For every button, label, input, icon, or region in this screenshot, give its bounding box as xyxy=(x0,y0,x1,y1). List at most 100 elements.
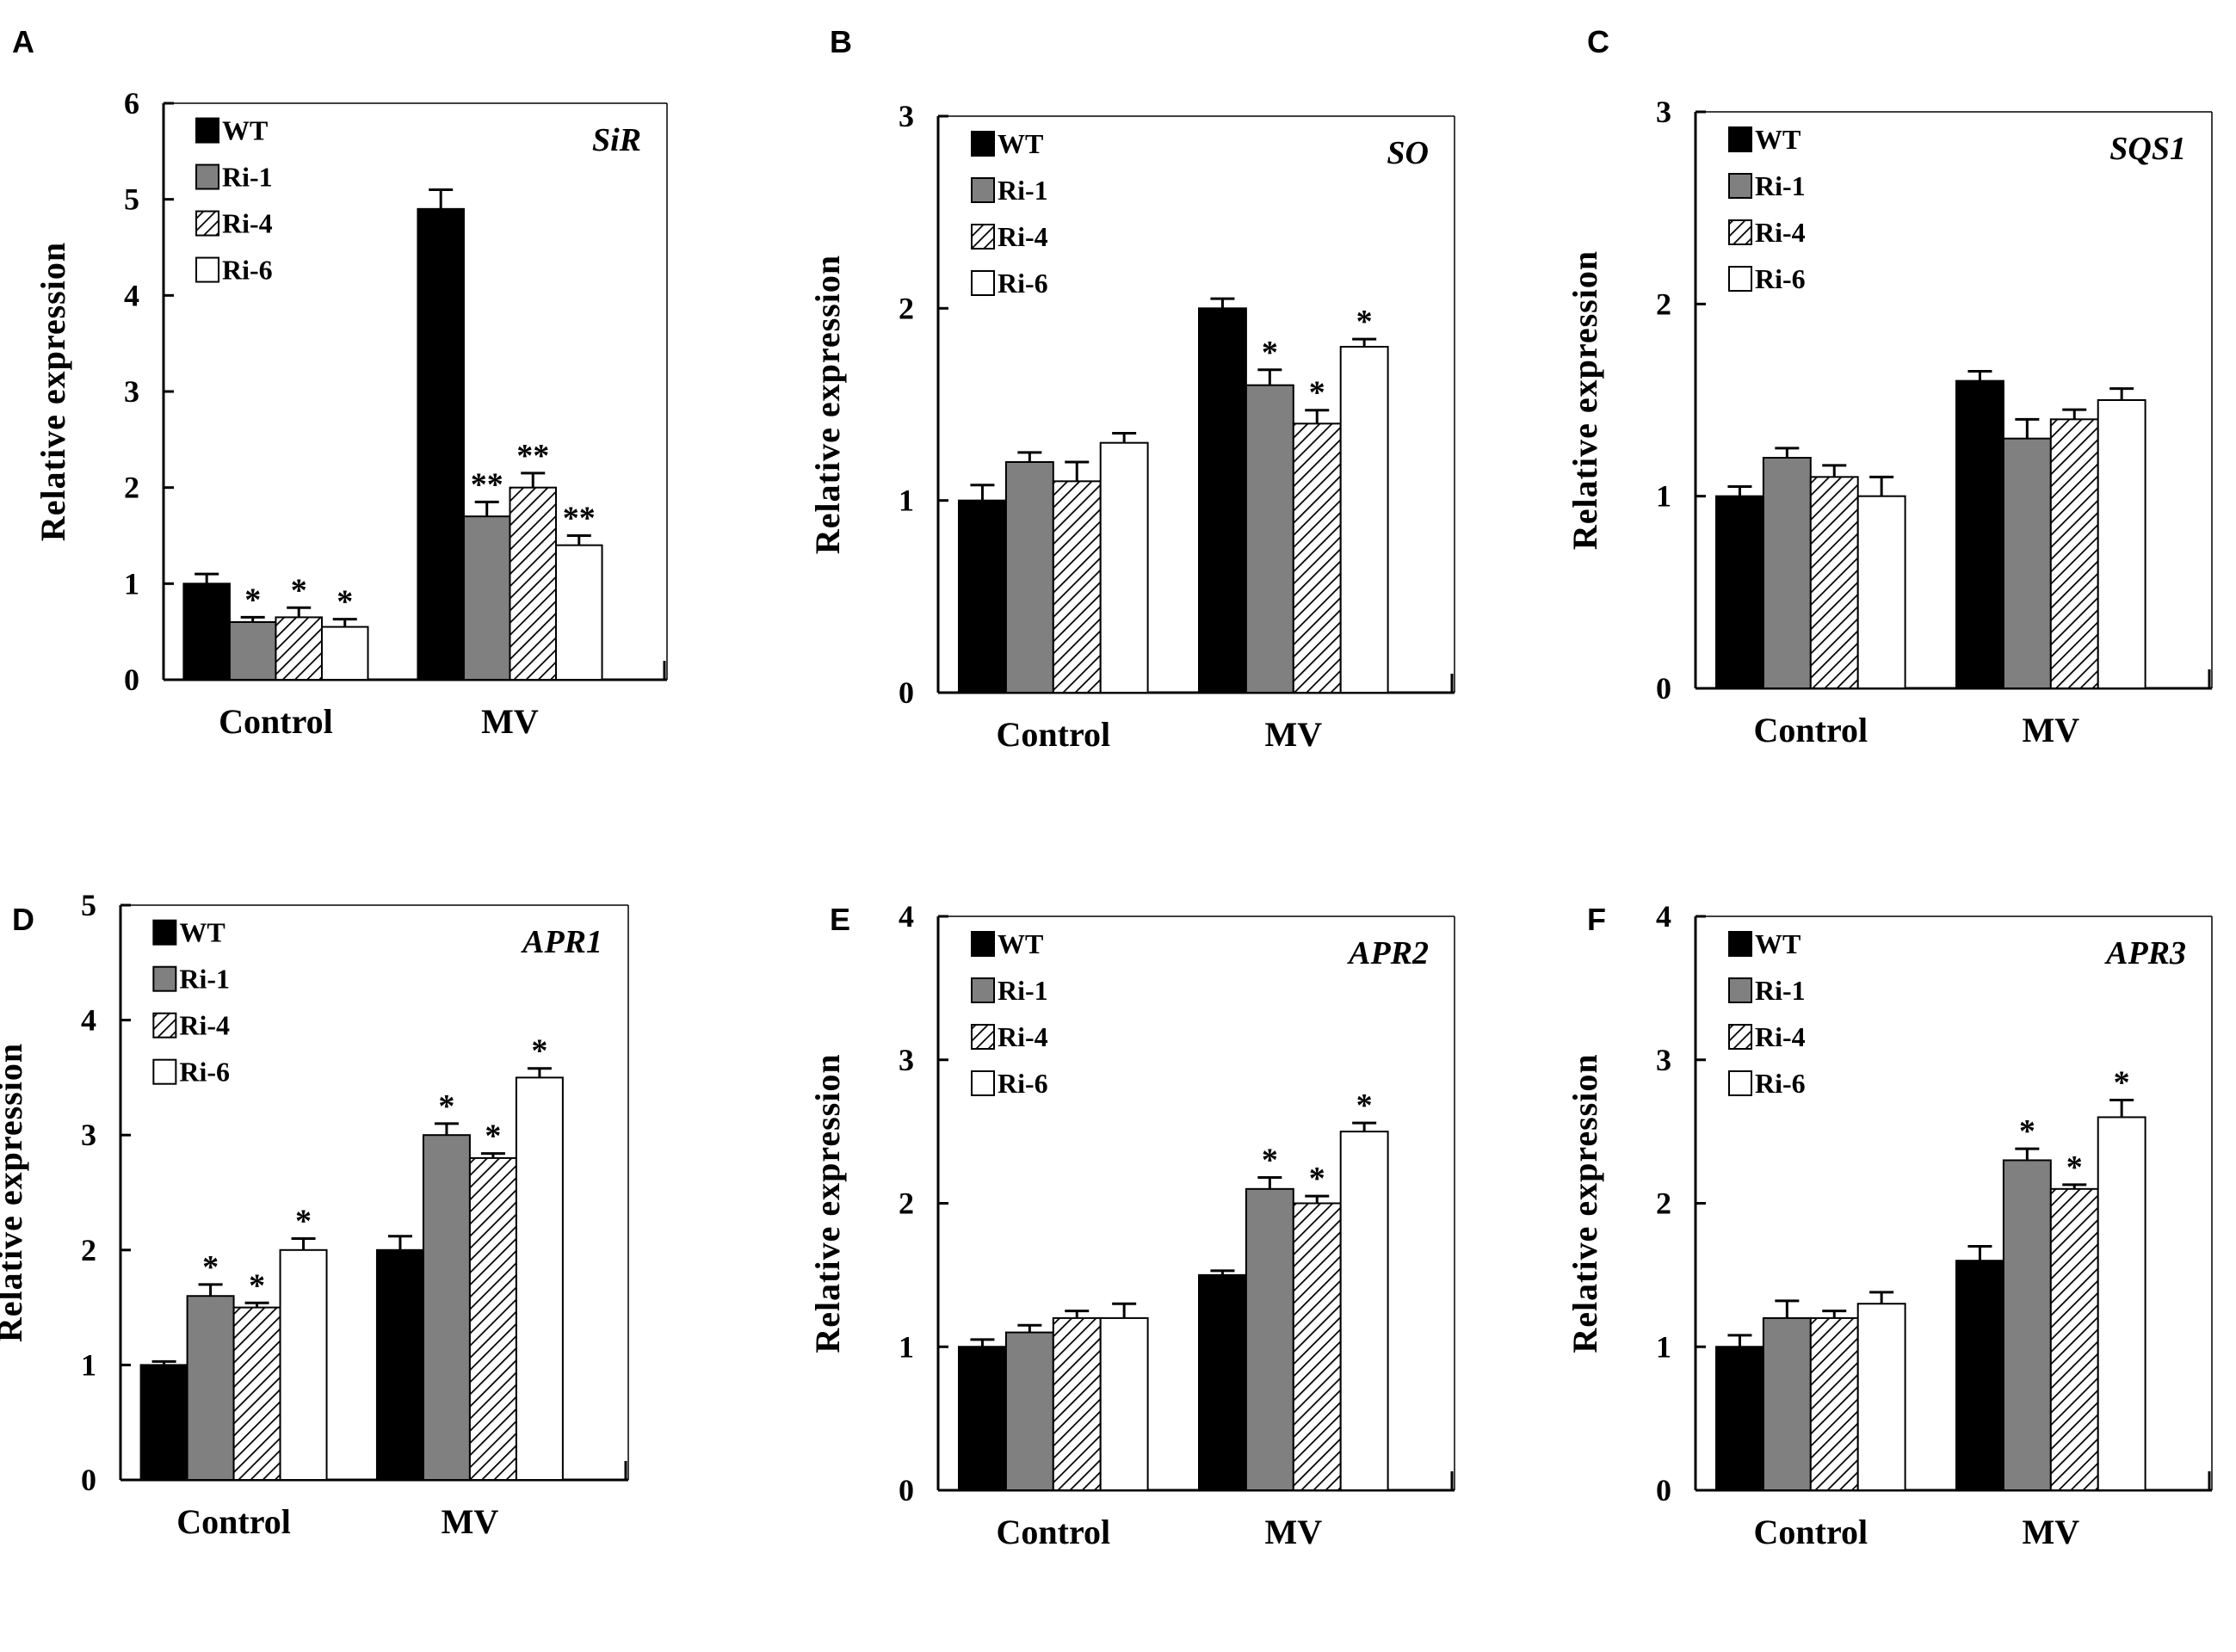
category-label: MV xyxy=(481,702,539,741)
legend-label: Ri-6 xyxy=(222,255,273,286)
significance-mark: * xyxy=(295,1203,312,1239)
bar-ri-1 xyxy=(1762,1316,1812,1491)
bar-ri-6 xyxy=(555,544,603,681)
bar-ri-4 xyxy=(1809,476,1859,689)
bar-wt xyxy=(1955,1260,2004,1491)
legend-label: Ri-4 xyxy=(222,208,273,239)
significance-mark: * xyxy=(1262,1142,1278,1178)
bar-ri-6 xyxy=(1856,1303,1906,1491)
bar-ri-6 xyxy=(2097,1116,2146,1491)
y-tick-label: 0 xyxy=(1656,1473,1671,1507)
legend-swatch-wt xyxy=(971,131,995,157)
gene-title: APR3 xyxy=(2104,935,2186,971)
legend-swatch-ri-6 xyxy=(195,256,220,283)
y-tick-label: 0 xyxy=(124,663,139,697)
bar-wt xyxy=(958,1346,1007,1491)
significance-mark: * xyxy=(1309,375,1325,411)
y-axis-label: Relative expression xyxy=(1566,250,1604,550)
legend-label: WT xyxy=(1755,928,1801,959)
y-tick-label: 2 xyxy=(81,1233,96,1267)
y-tick-label: 3 xyxy=(81,1118,96,1152)
legend-swatch-wt xyxy=(195,117,220,144)
bar-wt xyxy=(139,1364,188,1482)
significance-mark: * xyxy=(2019,1113,2035,1150)
y-tick-label: 4 xyxy=(899,899,914,934)
legend-swatch-ri-6 xyxy=(1728,266,1752,292)
bar-ri-1 xyxy=(462,515,511,681)
panel-d: D 0 1 2 3 4 5 Control * * * MV * * * WT Ri-1 Ri-4 Ri-6 APR… xyxy=(0,878,740,1652)
bar-wt xyxy=(958,499,1007,694)
legend-swatch-ri-6 xyxy=(1728,1070,1752,1096)
legend-label: WT xyxy=(998,128,1043,159)
y-tick-label: 5 xyxy=(81,888,96,922)
y-tick-label: 1 xyxy=(899,1329,914,1364)
legend-swatch-wt xyxy=(1728,126,1752,152)
y-tick-label: 6 xyxy=(124,86,139,120)
bar-ri-6 xyxy=(2097,399,2146,689)
bar-ri-4 xyxy=(1809,1316,1859,1491)
panel-label: C xyxy=(1587,24,1609,59)
bar-ri-1 xyxy=(186,1295,235,1481)
significance-mark: * xyxy=(1356,304,1373,340)
bar-ri-4 xyxy=(1292,1202,1342,1491)
significance-mark: * xyxy=(244,582,261,618)
legend-swatch-ri-4 xyxy=(195,210,220,237)
bar-ri-4 xyxy=(2049,418,2099,689)
y-tick-label: 2 xyxy=(899,1187,914,1221)
legend-label: Ri-4 xyxy=(998,221,1048,252)
bar-ri-4 xyxy=(2049,1187,2099,1491)
bar-ri-4 xyxy=(1052,480,1102,693)
significance-mark: * xyxy=(485,1119,501,1155)
legend-swatch-ri-4 xyxy=(152,1012,177,1039)
significance-mark: * xyxy=(1262,335,1278,371)
legend-label: Ri-6 xyxy=(998,268,1048,299)
legend-label: Ri-1 xyxy=(998,975,1048,1006)
gene-title: SQS1 xyxy=(2109,131,2186,167)
legend-label: WT xyxy=(998,928,1043,959)
y-tick-label: 0 xyxy=(81,1463,96,1497)
y-tick-label: 0 xyxy=(1656,671,1671,706)
category-label: MV xyxy=(442,1502,499,1541)
legend-swatch-ri-1 xyxy=(152,965,177,992)
bar-wt xyxy=(1715,495,1764,690)
legend-label: Ri-4 xyxy=(998,1021,1048,1052)
y-tick-label: 5 xyxy=(124,182,139,217)
bar-wt xyxy=(375,1248,424,1481)
significance-mark: * xyxy=(2066,1150,2083,1186)
bar-wt xyxy=(1715,1346,1764,1491)
legend-label: Ri-6 xyxy=(1755,1068,1806,1099)
y-tick-label: 3 xyxy=(124,374,139,409)
category-label: Control xyxy=(1753,1513,1868,1551)
bar-chart-e: 0 1 2 3 4 Control MV * * * WT Ri-1 Ri-4 Ri-6 APR2 Relat… xyxy=(808,899,1455,1551)
panel-label: D xyxy=(12,902,34,937)
gene-title: APR2 xyxy=(1347,935,1429,971)
y-tick-label: 0 xyxy=(899,1473,914,1507)
significance-mark: ** xyxy=(563,501,596,537)
legend-label: Ri-1 xyxy=(222,162,273,193)
significance-mark: ** xyxy=(471,466,503,502)
legend-swatch-ri-4 xyxy=(1728,1024,1752,1050)
significance-mark: * xyxy=(438,1088,454,1125)
category-label: MV xyxy=(1264,715,1322,754)
legend-swatch-ri-4 xyxy=(971,1024,995,1050)
bar-ri-1 xyxy=(228,621,277,681)
y-axis-label: Relative expression xyxy=(34,242,72,541)
y-axis-label: Relative expression xyxy=(808,255,847,554)
bar-wt xyxy=(417,207,465,681)
legend-label: Ri-6 xyxy=(1755,263,1806,294)
legend-label: Ri-4 xyxy=(1755,1021,1806,1052)
significance-mark: * xyxy=(249,1267,265,1304)
bar-ri-1 xyxy=(1245,384,1294,693)
panel-f: F 0 1 2 3 4 Control MV * * * WT Ri-1 Ri-4 Ri-6 APR3 Rel… xyxy=(1566,878,2236,1652)
legend-label: Ri-1 xyxy=(179,964,230,995)
significance-mark: * xyxy=(202,1249,219,1285)
y-tick-label: 2 xyxy=(899,291,914,325)
legend-label: Ri-4 xyxy=(1755,217,1806,248)
panel-label: F xyxy=(1587,902,1606,937)
legend-label: Ri-1 xyxy=(1755,170,1806,201)
bar-ri-1 xyxy=(1004,461,1054,693)
category-label: Control xyxy=(996,715,1110,754)
y-tick-label: 1 xyxy=(1656,479,1671,514)
bar-chart-d: 0 1 2 3 4 5 Control * * * MV * * * WT Ri-1 Ri-4 Ri-6 APR1 R… xyxy=(0,888,629,1541)
